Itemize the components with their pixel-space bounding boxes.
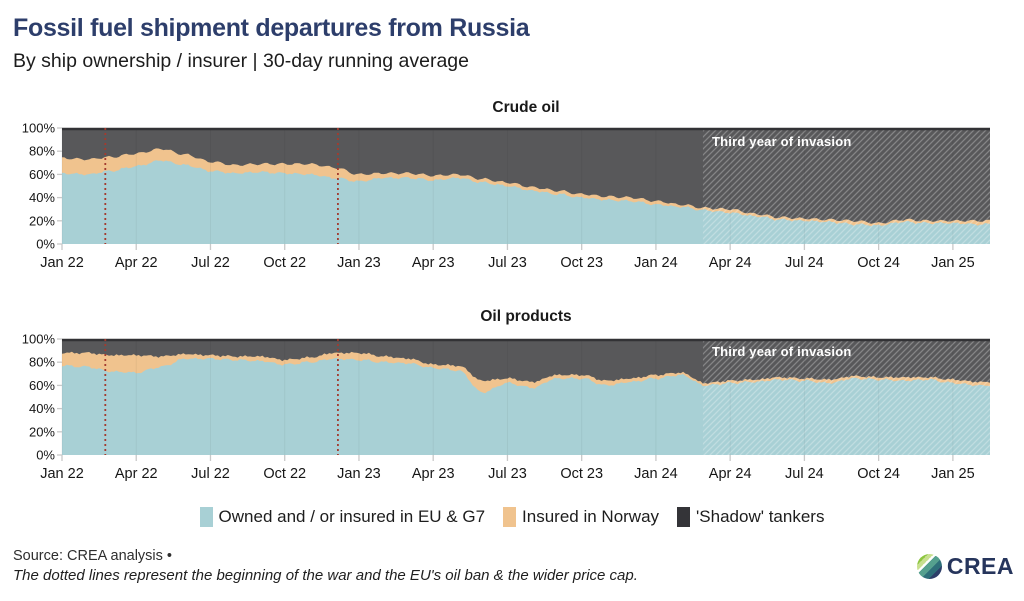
svg-text:Apr 24: Apr 24 — [709, 255, 752, 271]
svg-text:Apr 22: Apr 22 — [115, 255, 158, 271]
svg-text:0%: 0% — [36, 448, 55, 463]
crea-logo: CREA — [916, 553, 1014, 580]
crude-oil-chart-title: Crude oil — [492, 99, 560, 116]
svg-text:Jul 22: Jul 22 — [191, 255, 230, 271]
third-year-annotation-products: Third year of invasion — [712, 344, 852, 359]
svg-text:Apr 24: Apr 24 — [709, 466, 752, 482]
svg-text:Oct 22: Oct 22 — [263, 466, 306, 482]
page-title: Fossil fuel shipment departures from Rus… — [13, 14, 530, 42]
svg-text:Jul 22: Jul 22 — [191, 466, 230, 482]
svg-text:Jan 24: Jan 24 — [634, 466, 678, 482]
svg-text:Oct 22: Oct 22 — [263, 255, 306, 271]
legend-label-shadow: 'Shadow' tankers — [696, 507, 825, 526]
legend-item-shadow: 'Shadow' tankers — [677, 507, 824, 527]
svg-text:40%: 40% — [29, 190, 55, 205]
svg-text:Jan 22: Jan 22 — [40, 466, 84, 482]
crude-oil-chart: 0% 20% 40% 60% 80% 100% Jan 22 Apr 22 Jul 22 Oct … — [22, 121, 990, 271]
legend-item-norway: Insured in Norway — [503, 507, 659, 527]
page-subtitle: By ship ownership / insurer | 30-day run… — [13, 50, 469, 72]
svg-text:60%: 60% — [29, 167, 55, 182]
legend-label-norway: Insured in Norway — [522, 507, 660, 526]
svg-text:Oct 24: Oct 24 — [857, 466, 900, 482]
legend: Owned and / or insured in EU & G7 Insure… — [0, 507, 1024, 527]
svg-text:Jan 25: Jan 25 — [931, 255, 975, 271]
legend-item-eu-g7: Owned and / or insured in EU & G7 — [199, 507, 486, 527]
svg-text:Jan 23: Jan 23 — [337, 466, 381, 482]
source-text: Source: CREA analysis • — [13, 548, 173, 564]
svg-text:Apr 22: Apr 22 — [115, 466, 158, 482]
svg-text:Apr 23: Apr 23 — [412, 466, 455, 482]
oil-products-chart: 0% 20% 40% 60% 80% 100% Jan 22 Apr 22 Jul 22 Oct … — [22, 332, 990, 482]
footnote-text: The dotted lines represent the beginning… — [13, 567, 638, 584]
svg-text:100%: 100% — [22, 332, 56, 347]
svg-text:Apr 23: Apr 23 — [412, 255, 455, 271]
svg-text:Oct 23: Oct 23 — [560, 466, 603, 482]
svg-text:60%: 60% — [29, 378, 55, 393]
svg-text:80%: 80% — [29, 355, 55, 370]
svg-text:40%: 40% — [29, 401, 55, 416]
crea-logo-text: CREA — [946, 553, 1014, 579]
svg-text:20%: 20% — [29, 213, 55, 228]
svg-text:Jul 24: Jul 24 — [785, 255, 824, 271]
svg-text:100%: 100% — [22, 121, 56, 136]
svg-text:80%: 80% — [29, 144, 55, 159]
svg-text:Oct 23: Oct 23 — [560, 255, 603, 271]
oil-products-chart-title: Oil products — [480, 308, 572, 325]
third-year-annotation-crude: Third year of invasion — [712, 134, 852, 149]
legend-swatch-shadow — [677, 507, 691, 527]
svg-text:Jan 25: Jan 25 — [931, 466, 975, 482]
legend-swatch-norway — [503, 507, 517, 527]
svg-text:Jul 23: Jul 23 — [488, 466, 527, 482]
legend-label-eu-g7: Owned and / or insured in EU & G7 — [218, 507, 486, 526]
svg-text:Jan 22: Jan 22 — [40, 255, 84, 271]
svg-text:Jan 24: Jan 24 — [634, 255, 678, 271]
svg-text:20%: 20% — [29, 424, 55, 439]
svg-text:0%: 0% — [36, 237, 55, 252]
legend-swatch-eu-g7 — [199, 507, 213, 527]
svg-text:Jul 23: Jul 23 — [488, 255, 527, 271]
svg-text:Jan 23: Jan 23 — [337, 255, 381, 271]
svg-text:Jul 24: Jul 24 — [785, 466, 824, 482]
crea-logo-icon — [916, 554, 942, 579]
svg-text:Oct 24: Oct 24 — [857, 255, 900, 271]
